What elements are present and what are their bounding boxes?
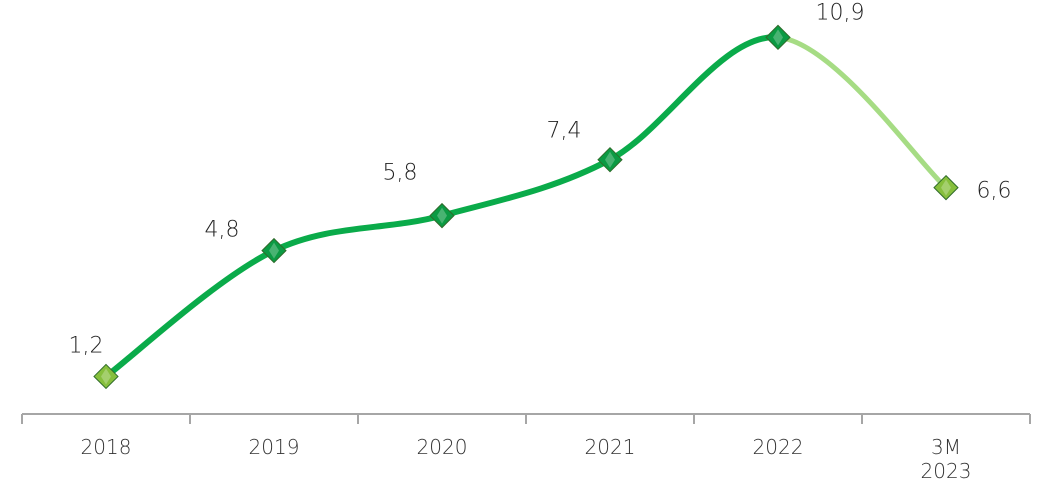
data-point xyxy=(765,24,791,51)
x-tick-label: 3M 2023 xyxy=(921,435,972,483)
x-tick-label: 2019 xyxy=(249,435,300,459)
data-point xyxy=(261,237,287,264)
x-tick-labels: 2018 2019 2020 2021 2022 3M 2023 xyxy=(81,435,972,483)
series-line-partial xyxy=(775,34,949,191)
data-point xyxy=(93,363,119,390)
data-label: 4,8 xyxy=(205,218,240,243)
x-tick-label: 2018 xyxy=(81,435,132,459)
data-markers xyxy=(93,24,959,390)
x-tick-label: 2021 xyxy=(585,435,636,459)
x-axis-ticks xyxy=(21,414,1031,424)
data-label: 10,9 xyxy=(816,0,865,25)
data-label: 6,6 xyxy=(977,179,1012,204)
data-point xyxy=(429,202,455,229)
data-label: 1,2 xyxy=(69,333,104,358)
data-point xyxy=(933,174,959,201)
series-line xyxy=(103,34,949,380)
data-point xyxy=(597,146,623,173)
data-labels: 1,2 4,8 5,8 7,4 10,9 6,6 xyxy=(69,0,1012,358)
x-tick-label: 2020 xyxy=(417,435,468,459)
x-tick-label: 2022 xyxy=(753,435,804,459)
data-label: 5,8 xyxy=(383,161,418,186)
data-label: 7,4 xyxy=(547,119,582,144)
